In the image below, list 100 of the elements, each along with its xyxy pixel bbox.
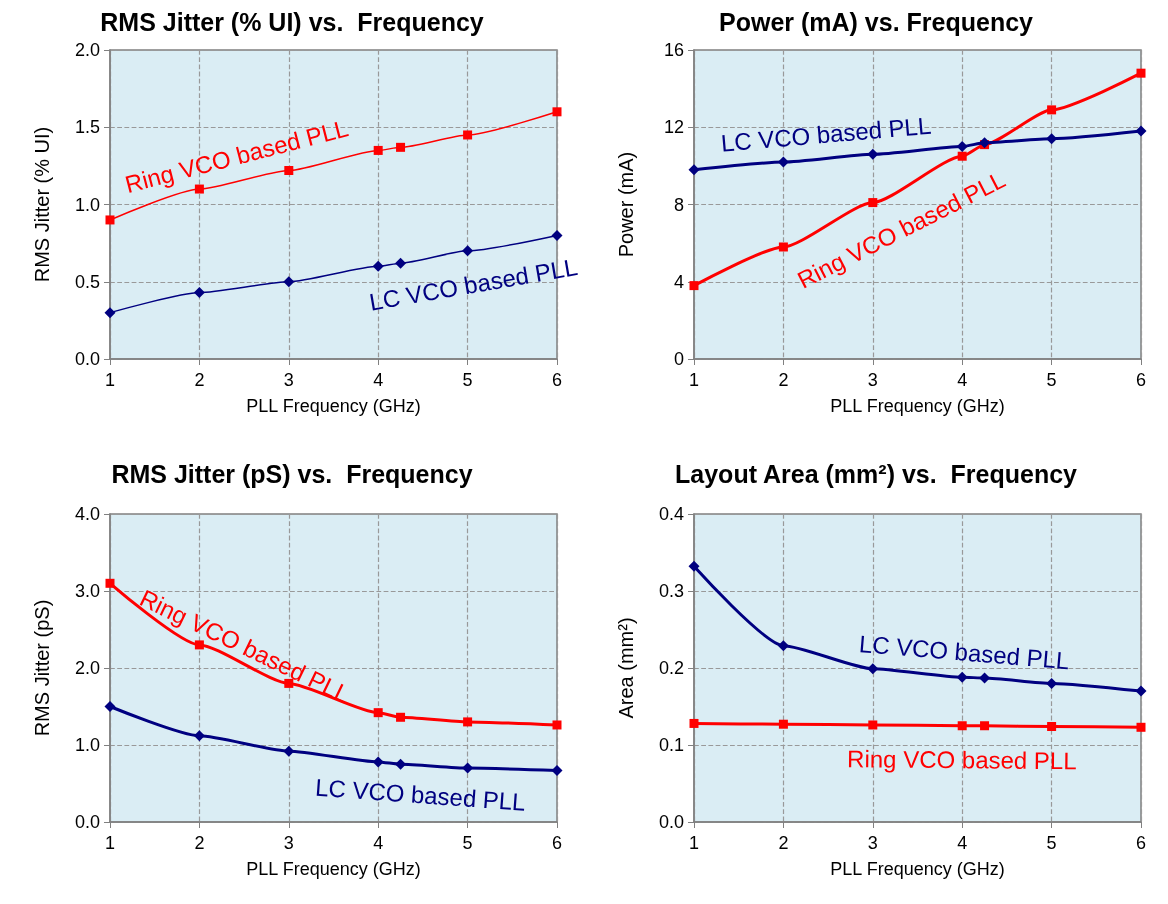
point [1046, 677, 1058, 689]
y-tick-label: 12 [663, 117, 684, 138]
x-tick-label: 4 [957, 370, 968, 390]
x-tick-label: 1 [104, 370, 116, 390]
x-axis-title: PLL Frequency (GHz) [830, 396, 1005, 416]
y-tick-label: 1.0 [74, 194, 100, 215]
point [463, 717, 473, 727]
y-tick-label: 0.0 [74, 349, 100, 369]
y-tick-label: 0.4 [658, 504, 684, 524]
point [1135, 685, 1147, 697]
y-tick-label: 2.0 [74, 40, 100, 60]
point [193, 287, 205, 299]
point [105, 215, 115, 225]
point [867, 663, 879, 675]
chart-title: Layout Area (mm²) vs. Frequency [675, 459, 1078, 488]
y-tick-label: 8 [673, 194, 684, 215]
x-tick-label: 2 [778, 370, 789, 390]
point [689, 281, 699, 291]
series-label: LC VCO based PLL [314, 773, 527, 816]
x-tick-label: 4 [957, 833, 968, 853]
x-tick-label: 5 [1046, 370, 1057, 390]
x-tick-label: 2 [778, 833, 789, 853]
y-axis-title: RMS Jitter (pS) [31, 599, 53, 737]
x-tick-label: 5 [1046, 833, 1057, 853]
x-tick-label: 2 [194, 833, 205, 853]
point [956, 671, 968, 683]
point [867, 148, 879, 160]
x-tick-label: 5 [462, 833, 473, 853]
point [104, 701, 116, 712]
point [868, 198, 878, 208]
point [551, 229, 563, 241]
x-tick-label: 1 [688, 833, 700, 853]
x-tick-label: 1 [104, 833, 116, 853]
point [689, 718, 699, 728]
x-tick-label: 3 [283, 370, 294, 390]
point [957, 721, 967, 731]
point [462, 245, 474, 257]
point [1047, 105, 1057, 115]
y-tick-label: 0 [673, 349, 684, 369]
text: LC VCO based PLL [367, 253, 580, 316]
y-tick-label: 1.5 [74, 117, 100, 138]
x-axis-title: PLL Frequency (GHz) [246, 396, 421, 416]
x-tick-label: 4 [373, 370, 384, 390]
x-tick-label: 6 [1135, 370, 1147, 390]
x-tick-label: 6 [551, 833, 563, 853]
x-tick-label: 3 [283, 833, 294, 853]
point [688, 164, 700, 176]
y-tick-label: 3.0 [74, 581, 100, 601]
y-axis-title: RMS Jitter (% UI) [31, 126, 53, 283]
point [552, 720, 562, 730]
point [778, 242, 788, 252]
point [1047, 722, 1057, 732]
y-tick-label: 0.0 [74, 812, 100, 832]
point [463, 130, 473, 140]
x-tick-label: 3 [867, 370, 878, 390]
x-tick-label: 2 [194, 370, 205, 390]
x-axis-title: PLL Frequency (GHz) [246, 859, 421, 879]
point [194, 184, 204, 194]
point [777, 640, 789, 652]
point [1135, 125, 1147, 137]
series-label: LC VCO based PLL [858, 630, 1071, 675]
y-tick-label: 16 [663, 40, 684, 60]
x-tick-label: 1 [688, 370, 700, 390]
point [1136, 722, 1146, 732]
point [551, 764, 563, 776]
y-tick-label: 0.2 [658, 658, 684, 678]
point [956, 141, 968, 153]
x-tick-label: 6 [551, 370, 563, 390]
point [980, 721, 990, 731]
point [396, 142, 406, 152]
y-tick-label: 2.0 [74, 658, 100, 678]
x-tick-label: 4 [373, 833, 384, 853]
point [104, 307, 116, 319]
x-tick-label: 3 [867, 833, 878, 853]
point [688, 560, 700, 572]
x-tick-label: 5 [462, 370, 473, 390]
point [868, 720, 878, 730]
point [283, 276, 295, 288]
x-axis-title: PLL Frequency (GHz) [830, 859, 1005, 879]
point [372, 756, 384, 768]
point [373, 145, 383, 155]
y-axis-title: Area (mm²) [615, 617, 637, 719]
point [552, 107, 562, 117]
series-label: LC VCO based PLL [719, 111, 933, 157]
y-tick-label: 1.0 [74, 735, 100, 755]
point [284, 166, 294, 176]
point [1136, 68, 1146, 78]
series-label: Ring VCO based PLL [847, 745, 1077, 775]
y-tick-label: 0.0 [658, 812, 684, 832]
point [373, 708, 383, 718]
chart-title: RMS Jitter (pS) vs. Frequency [111, 459, 473, 488]
point [372, 260, 384, 272]
point [395, 257, 407, 269]
y-tick-label: 0.5 [74, 271, 100, 292]
point [396, 712, 406, 722]
chart-title: Power (mA) vs. Frequency [719, 7, 1034, 36]
point [778, 719, 788, 729]
y-tick-label: 4.0 [74, 504, 100, 524]
text: Ring VCO based PLL [122, 114, 352, 199]
chart-title: RMS Jitter (% UI) vs. Frequency [100, 7, 484, 36]
